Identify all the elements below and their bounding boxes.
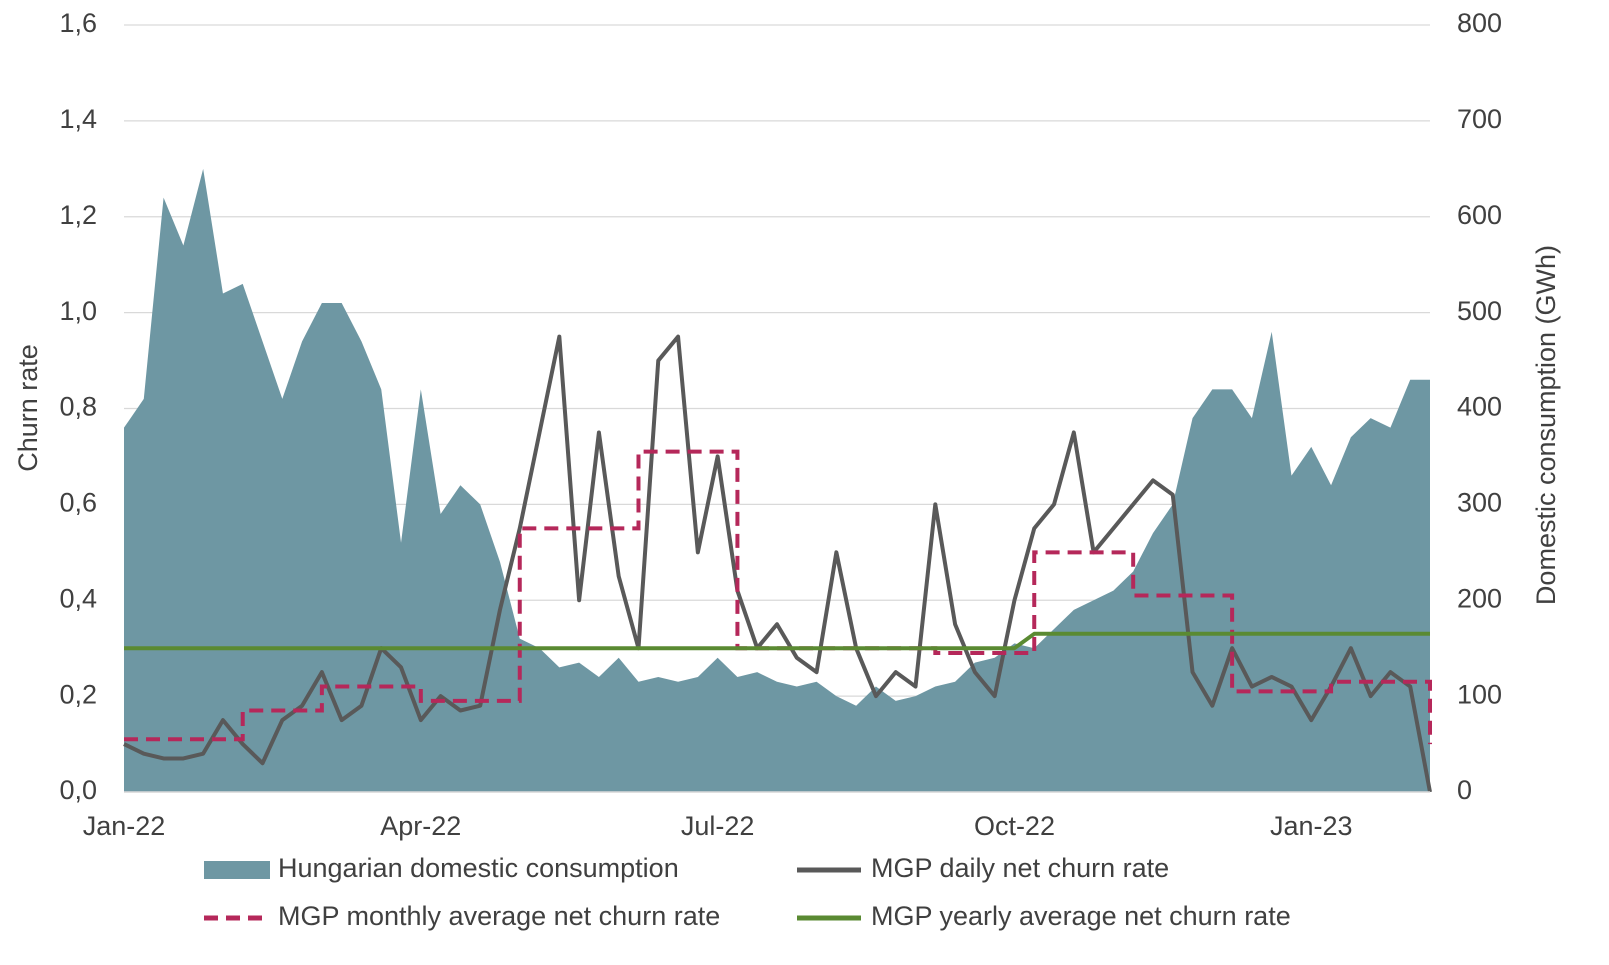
y-tick-label: 1,4 <box>59 104 97 134</box>
y-tick-label: 1,2 <box>59 200 97 230</box>
x-tick-label: Apr-22 <box>380 811 461 841</box>
y2-tick-label: 800 <box>1457 8 1502 38</box>
step-line <box>124 449 1432 745</box>
area <box>124 168 1430 792</box>
legend-swatch <box>204 861 270 879</box>
y2-tick-label: 500 <box>1457 296 1502 326</box>
y2-axis-label: Domestic consumption (GWh) <box>1531 245 1561 605</box>
y2-tick-label: 700 <box>1457 104 1502 134</box>
y-tick-label: 0,8 <box>59 392 97 422</box>
x-tick-label: Jan-22 <box>83 811 166 841</box>
legend-label: MGP yearly average net churn rate <box>871 901 1291 931</box>
y-tick-label: 1,0 <box>59 296 97 326</box>
y-tick-label: 0,0 <box>59 775 97 805</box>
y-tick-label: 0,2 <box>59 679 97 709</box>
y2-tick-label: 200 <box>1457 583 1502 613</box>
y2-tick-label: 400 <box>1457 392 1502 422</box>
y2-tick-label: 600 <box>1457 200 1502 230</box>
line <box>124 631 1430 651</box>
y-tick-label: 1,6 <box>59 8 97 38</box>
x-tick-label: Jan-23 <box>1270 811 1353 841</box>
legend-label: MGP daily net churn rate <box>871 853 1169 883</box>
y-tick-label: 0,4 <box>59 583 97 613</box>
x-tick-label: Oct-22 <box>974 811 1055 841</box>
line <box>123 334 1432 793</box>
legend-label: MGP monthly average net churn rate <box>278 901 720 931</box>
y-axis-label: Churn rate <box>13 344 43 472</box>
y-tick-label: 0,6 <box>59 488 97 518</box>
y2-tick-label: 300 <box>1457 488 1502 518</box>
x-tick-label: Jul-22 <box>681 811 755 841</box>
y2-tick-label: 0 <box>1457 775 1472 805</box>
legend-label: Hungarian domestic consumption <box>278 853 679 883</box>
y2-tick-label: 100 <box>1457 679 1502 709</box>
